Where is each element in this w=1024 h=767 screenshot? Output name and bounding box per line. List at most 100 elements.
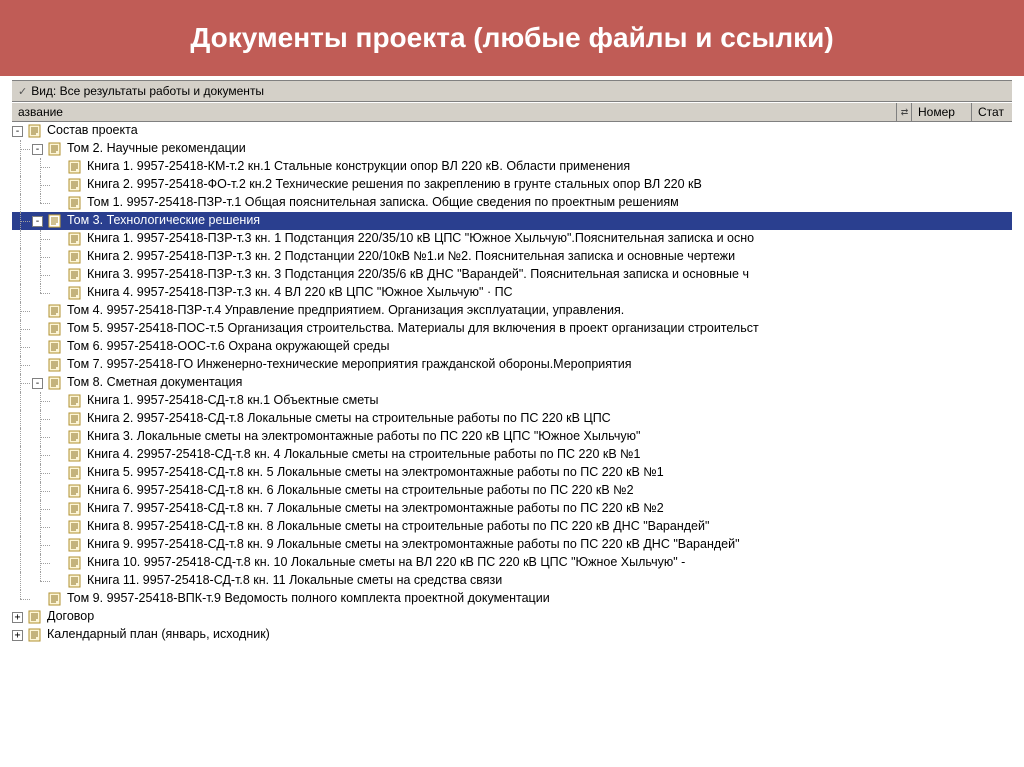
tree-item[interactable]: Книга 1. 9957-25418-КМ-т.2 кн.1 Стальные… [12,158,1012,176]
column-scroll-icon[interactable]: ⇄ [896,103,912,121]
document-icon [67,196,83,210]
tree-item[interactable]: Книга 9. 9957-25418-СД-т.8 кн. 9 Локальн… [12,536,1012,554]
document-icon [67,538,83,552]
document-icon [67,178,83,192]
document-icon [47,358,63,372]
document-icon [67,484,83,498]
tree-item[interactable]: Том 5. 9957-25418-ПОС-т.5 Организация ст… [12,320,1012,338]
tree-item[interactable]: Книга 2. 9957-25418-ФО-т.2 кн.2 Техничес… [12,176,1012,194]
document-icon [67,250,83,264]
tree-item[interactable]: Книга 3. Локальные сметы на электромонта… [12,428,1012,446]
tree-toggle-blank [52,486,63,497]
tree-collapse-icon[interactable]: - [12,126,23,137]
tree-item-label: Книга 1. 9957-25418-СД-т.8 кн.1 Объектны… [87,392,379,410]
tree-item[interactable]: Книга 1. 9957-25418-ПЗР-т.3 кн. 1 Подста… [12,230,1012,248]
document-icon [67,268,83,282]
tree-toggle-blank [52,252,63,263]
tree-item-label: Книга 8. 9957-25418-СД-т.8 кн. 8 Локальн… [87,518,709,536]
tree-toggle-blank [52,540,63,551]
document-icon [47,142,63,156]
tree-toggle-blank [32,342,43,353]
tree-item-label: Книга 4. 9957-25418-ПЗР-т.3 кн. 4 ВЛ 220… [87,284,513,302]
tree-collapse-icon[interactable]: - [32,216,43,227]
tree-item[interactable]: Книга 2. 9957-25418-ПЗР-т.3 кн. 2 Подста… [12,248,1012,266]
tree-item-label: Книга 2. 9957-25418-СД-т.8 Локальные сме… [87,410,611,428]
tree-folder[interactable]: - Том 8. Сметная документация [12,374,1012,392]
tree-item-label: Том 5. 9957-25418-ПОС-т.5 Организация ст… [67,320,759,338]
document-icon [67,502,83,516]
tree-item[interactable]: Книга 3. 9957-25418-ПЗР-т.3 кн. 3 Подста… [12,266,1012,284]
tree-item[interactable]: Том 9. 9957-25418-ВПК-т.9 Ведомость полн… [12,590,1012,608]
column-status[interactable]: Стат [972,103,1012,121]
tree-item[interactable]: Книга 11. 9957-25418-СД-т.8 кн. 11 Локал… [12,572,1012,590]
tree-item[interactable]: Книга 4. 29957-25418-СД-т.8 кн. 4 Локаль… [12,446,1012,464]
document-icon [67,448,83,462]
tree-toggle-blank [32,306,43,317]
check-icon: ✓ [18,85,27,98]
tree-folder-collapsed[interactable]: + Договор [12,608,1012,626]
tree-item[interactable]: Том 1. 9957-25418-ПЗР-т.1 Общая поясните… [12,194,1012,212]
page-title: Документы проекта (любые файлы и ссылки) [190,22,833,53]
tree-item-label: Книга 1. 9957-25418-ПЗР-т.3 кн. 1 Подста… [87,230,754,248]
document-icon [47,322,63,336]
tree-item[interactable]: Книга 10. 9957-25418-СД-т.8 кн. 10 Локал… [12,554,1012,572]
view-filter-label: Вид: Все результаты работы и документы [31,84,264,98]
tree-folder-selected[interactable]: - Том 3. Технологические решения [12,212,1012,230]
document-icon [67,556,83,570]
tree-item[interactable]: Том 6. 9957-25418-ООС-т.6 Охрана окружаю… [12,338,1012,356]
tree-toggle-blank [52,162,63,173]
column-number[interactable]: Номер [912,103,972,121]
tree-toggle-blank [52,288,63,299]
tree-item[interactable]: Книга 1. 9957-25418-СД-т.8 кн.1 Объектны… [12,392,1012,410]
tree-item-label: Книга 11. 9957-25418-СД-т.8 кн. 11 Локал… [87,572,502,590]
tree-item[interactable]: Том 7. 9957-25418-ГО Инженерно-техническ… [12,356,1012,374]
tree-item[interactable]: Книга 6. 9957-25418-СД-т.8 кн. 6 Локальн… [12,482,1012,500]
document-icon [47,340,63,354]
document-tree[interactable]: - Состав проекта - Том 2. Научные рекоме… [12,122,1012,644]
tree-item[interactable]: Книга 7. 9957-25418-СД-т.8 кн. 7 Локальн… [12,500,1012,518]
tree-expand-icon[interactable]: + [12,630,23,641]
tree-folder-collapsed[interactable]: + Календарный план (январь, исходник) [12,626,1012,644]
tree-item-label: Календарный план (январь, исходник) [47,626,270,644]
tree-expand-icon[interactable]: + [12,612,23,623]
tree-item-label: Том 9. 9957-25418-ВПК-т.9 Ведомость полн… [67,590,550,608]
tree-root[interactable]: - Состав проекта [12,122,1012,140]
tree-item[interactable]: Книга 5. 9957-25418-СД-т.8 кн. 5 Локальн… [12,464,1012,482]
tree-collapse-icon[interactable]: - [32,378,43,389]
page-title-banner: Документы проекта (любые файлы и ссылки) [0,0,1024,76]
tree-item[interactable]: Книга 4. 9957-25418-ПЗР-т.3 кн. 4 ВЛ 220… [12,284,1012,302]
document-icon [67,394,83,408]
tree-collapse-icon[interactable]: - [32,144,43,155]
tree-toggle-blank [52,450,63,461]
document-icon [67,520,83,534]
tree-item-label: Книга 4. 29957-25418-СД-т.8 кн. 4 Локаль… [87,446,641,464]
tree-item-label: Книга 2. 9957-25418-ПЗР-т.3 кн. 2 Подста… [87,248,735,266]
tree-item[interactable]: Книга 8. 9957-25418-СД-т.8 кн. 8 Локальн… [12,518,1012,536]
document-icon [67,232,83,246]
tree-item-label: Том 6. 9957-25418-ООС-т.6 Охрана окружаю… [67,338,389,356]
tree-toggle-blank [52,234,63,245]
tree-item[interactable]: Книга 2. 9957-25418-СД-т.8 Локальные сме… [12,410,1012,428]
document-icon [67,574,83,588]
tree-item-label: Том 1. 9957-25418-ПЗР-т.1 Общая поясните… [87,194,679,212]
document-icon [27,124,43,138]
tree-item[interactable]: Том 4. 9957-25418-ПЗР-т.4 Управление пре… [12,302,1012,320]
column-number-label: Номер [918,105,955,119]
document-icon [67,160,83,174]
tree-item-label: Состав проекта [47,122,138,140]
column-name-label: азвание [18,105,63,119]
tree-item-label: Том 4. 9957-25418-ПЗР-т.4 Управление пре… [67,302,624,320]
tree-toggle-blank [32,324,43,335]
column-name[interactable]: азвание [12,103,912,121]
document-icon [47,376,63,390]
tree-toggle-blank [52,432,63,443]
tree-toggle-blank [52,576,63,587]
tree-toggle-blank [52,522,63,533]
tree-toggle-blank [32,360,43,371]
document-icon [67,286,83,300]
tree-folder[interactable]: - Том 2. Научные рекомендации [12,140,1012,158]
document-icon [67,430,83,444]
view-filter-bar[interactable]: ✓ Вид: Все результаты работы и документы [12,80,1012,102]
document-icon [67,412,83,426]
column-status-label: Стат [978,105,1004,119]
